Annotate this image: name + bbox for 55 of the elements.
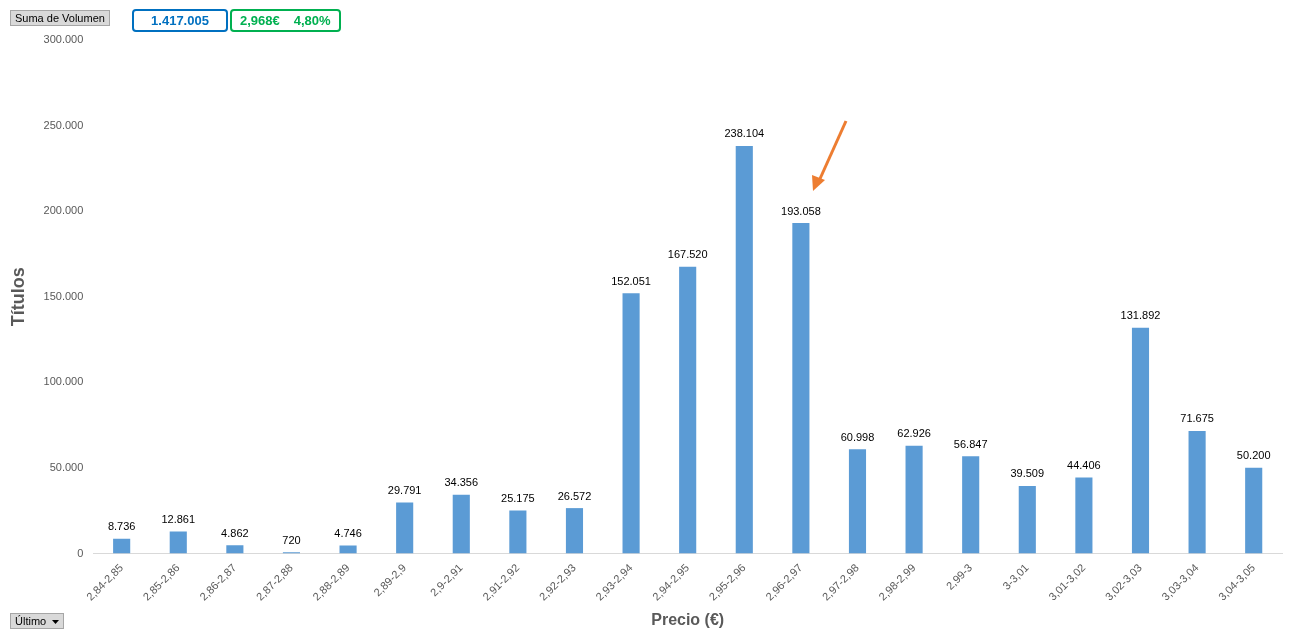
text: 2,968€ [240,13,280,28]
data-label: 25.175 [501,492,535,505]
bar [565,508,584,554]
data-label: 720 [282,533,301,546]
data-label: 29.791 [387,484,422,497]
text: Último [10,613,65,629]
text: Suma de Volumen [10,10,110,26]
data-label: 26.572 [557,489,592,502]
bar [509,510,527,554]
data-label: 71.675 [1180,412,1214,425]
data-label: 44.406 [1067,459,1101,472]
data-label: 50.200 [1236,449,1271,462]
data-label: 34.356 [444,476,479,489]
y-tick-label: 250.000 [43,118,84,131]
data-label: 62.926 [897,427,931,440]
data-label: 4.746 [334,527,362,539]
bar [226,545,244,554]
bar [622,293,640,554]
data-label: 4.862 [221,526,249,539]
y-axis-title: Títulos [7,267,28,327]
text: 4,80% [293,13,331,28]
y-tick-label: 150.000 [43,289,84,302]
data-label: 56.847 [953,437,988,450]
data-label: 167.520 [667,248,708,261]
data-label: 12.861 [161,513,196,526]
bar [452,494,470,554]
bar [1018,485,1036,554]
bar [848,449,867,554]
data-label: 8.736 [107,520,136,533]
bar [962,456,980,554]
y-tick-label: 0 [77,546,84,559]
text: 1.417.005 [132,9,228,32]
y-tick-label: 50.000 [49,461,84,474]
bar [1075,477,1093,554]
y-tick-label: 100.000 [43,375,84,388]
bar [679,266,697,554]
data-label: 238.104 [724,127,765,140]
bar [735,145,753,554]
data-label: 39.509 [1010,467,1045,480]
bar [905,445,923,554]
bar [113,538,131,554]
data-label: 193.058 [781,204,821,217]
x-axis-title: Precio (€) [651,610,725,628]
bar [396,502,414,554]
data-label: 131.892 [1120,309,1161,322]
bar [1188,430,1206,554]
bar [339,545,357,554]
bar [792,223,810,554]
data-label: 60.998 [840,430,875,443]
bar [1245,467,1263,554]
bar [169,531,187,554]
data-label: 152.051 [611,274,651,287]
y-tick-label: 300.000 [43,33,84,46]
bar [1131,327,1150,554]
y-tick-label: 200.000 [43,204,84,217]
